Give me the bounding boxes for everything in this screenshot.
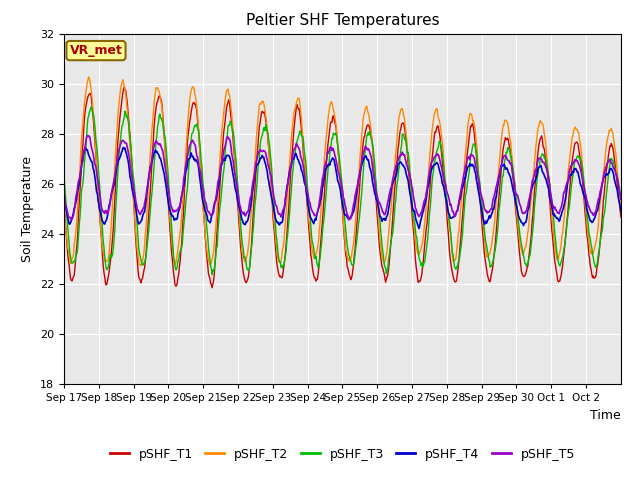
- pSHF_T4: [401, 164, 408, 170]
- pSHF_T5: [345, 217, 353, 223]
- pSHF_T2: [278, 253, 285, 259]
- pSHF_T3: [60, 172, 68, 178]
- Text: VR_met: VR_met: [70, 44, 122, 57]
- pSHF_T3: [257, 137, 264, 143]
- pSHF_T4: [256, 156, 264, 162]
- pSHF_T3: [126, 136, 134, 142]
- Line: pSHF_T2: pSHF_T2: [64, 77, 621, 266]
- pSHF_T1: [229, 138, 237, 144]
- Line: pSHF_T5: pSHF_T5: [64, 135, 621, 220]
- pSHF_T2: [229, 130, 237, 135]
- pSHF_T4: [126, 174, 134, 180]
- pSHF_T5: [617, 196, 625, 202]
- pSHF_T5: [433, 152, 440, 157]
- pSHF_T2: [60, 205, 68, 211]
- pSHF_T3: [401, 137, 409, 143]
- pSHF_T3: [433, 149, 440, 155]
- pSHF_T2: [401, 122, 409, 128]
- pSHF_T2: [257, 102, 264, 108]
- pSHF_T2: [85, 74, 93, 80]
- pSHF_T2: [126, 145, 134, 151]
- pSHF_T5: [256, 147, 264, 153]
- pSHF_T3: [208, 272, 216, 277]
- pSHF_T1: [278, 275, 285, 281]
- pSHF_T5: [84, 132, 92, 138]
- pSHF_T2: [137, 263, 145, 269]
- pSHF_T4: [277, 220, 285, 226]
- pSHF_T2: [433, 106, 440, 112]
- pSHF_T4: [60, 194, 68, 200]
- pSHF_T1: [208, 285, 216, 290]
- pSHF_T5: [60, 190, 68, 195]
- pSHF_T1: [126, 134, 134, 140]
- pSHF_T3: [229, 129, 237, 134]
- pSHF_T4: [120, 144, 127, 150]
- pSHF_T4: [415, 226, 423, 231]
- Title: Peltier SHF Temperatures: Peltier SHF Temperatures: [246, 13, 439, 28]
- pSHF_T5: [126, 161, 134, 167]
- pSHF_T1: [257, 115, 264, 121]
- pSHF_T3: [88, 104, 95, 110]
- pSHF_T4: [433, 160, 440, 166]
- pSHF_T1: [120, 84, 128, 90]
- pSHF_T5: [277, 214, 285, 220]
- pSHF_T1: [617, 214, 625, 220]
- Line: pSHF_T4: pSHF_T4: [64, 147, 621, 228]
- pSHF_T3: [617, 193, 625, 199]
- pSHF_T5: [228, 155, 236, 160]
- Legend: pSHF_T1, pSHF_T2, pSHF_T3, pSHF_T4, pSHF_T5: pSHF_T1, pSHF_T2, pSHF_T3, pSHF_T4, pSHF…: [105, 443, 580, 466]
- pSHF_T5: [401, 156, 409, 162]
- pSHF_T4: [617, 208, 625, 214]
- Line: pSHF_T1: pSHF_T1: [64, 87, 621, 288]
- pSHF_T1: [60, 197, 68, 203]
- pSHF_T1: [433, 126, 440, 132]
- Line: pSHF_T3: pSHF_T3: [64, 107, 621, 275]
- Y-axis label: Soil Temperature: Soil Temperature: [22, 156, 35, 262]
- pSHF_T2: [617, 204, 625, 209]
- X-axis label: Time: Time: [590, 408, 621, 421]
- pSHF_T3: [278, 263, 285, 269]
- pSHF_T1: [401, 130, 409, 135]
- pSHF_T4: [228, 168, 236, 174]
